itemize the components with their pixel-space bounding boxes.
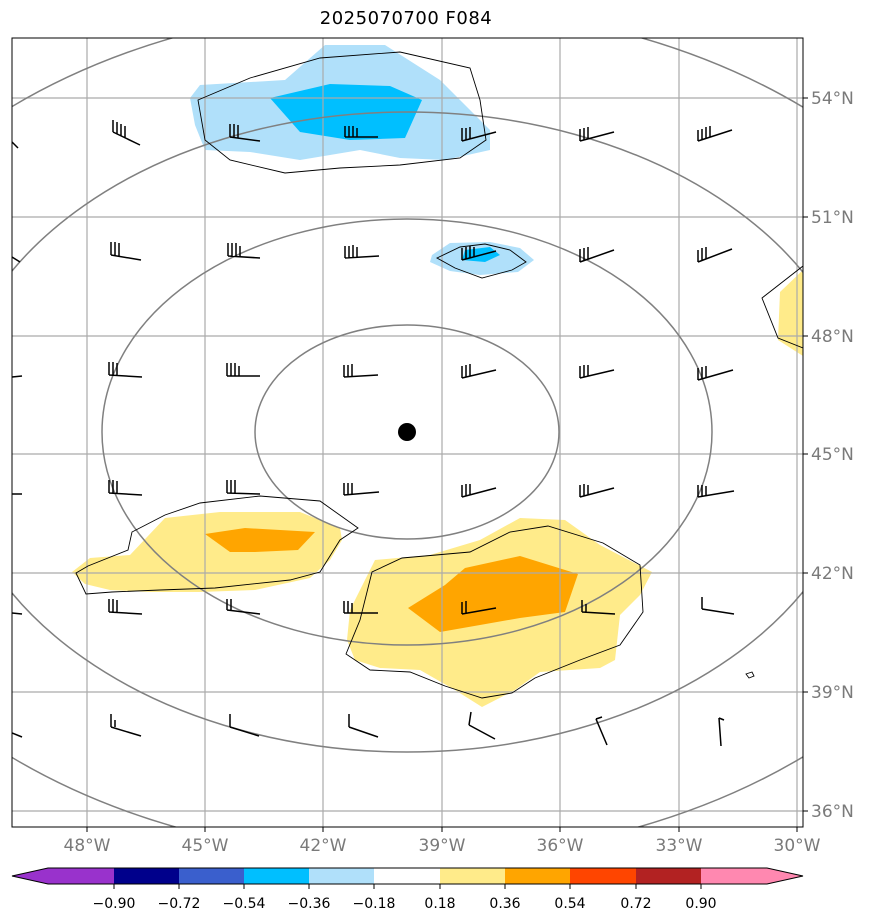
colorbar-extend-low [12,868,48,884]
colorbar-tick-label: 0.90 [685,896,716,912]
wind-barb [343,601,378,614]
wind-barb [12,141,19,149]
wind-barb [227,243,261,259]
colorbar-tick-label: −0.72 [158,896,201,912]
colorbar-segment [701,868,767,884]
wind-barb [12,612,23,615]
lon-label: 42°W [300,836,347,856]
colorbar-segment [636,868,701,884]
contour-outlines [75,51,803,699]
wind-barb [461,601,497,615]
wind-barb [595,716,608,746]
lat-label: 48°N [811,327,854,347]
colorbar-tick-label: 0.72 [620,896,651,912]
wind-barb [348,714,379,738]
wind-barb [697,485,735,498]
wind-barb [718,717,725,747]
colorbar-tick-label: −0.54 [223,896,266,912]
wind-barb [697,247,733,263]
colorbar-tick-label: 0.54 [554,896,585,912]
wind-barb [229,714,260,737]
wind-barb [461,127,497,142]
colorbar-segment [440,868,505,884]
wind-barb [110,242,142,261]
positive-anomaly-south [347,518,652,707]
wind-barb [579,127,615,142]
wind-barb [461,484,497,498]
lat-label: 54°N [811,89,854,109]
lon-label: 45°W [182,836,229,856]
storm-center-dot [398,423,416,441]
colorbar-extend-high [767,868,803,884]
colorbar-segment [244,868,309,884]
wind-barb [112,120,141,146]
colorbar-segment [505,868,570,884]
lon-label: 30°W [774,836,821,856]
wind-barb [461,246,497,261]
wind-barb [344,126,378,138]
wind-barb [226,363,260,377]
colorbar-outline [11,867,804,885]
colorbar-tick-label: −0.90 [93,896,136,912]
lon-label: 36°W [537,836,584,856]
wind-barb [468,711,496,740]
wind-barb [229,124,261,142]
negative-anomaly-center [430,242,534,275]
colorbar-tick-label: −0.18 [353,896,396,912]
wind-barb [579,247,615,263]
wind-barb [343,364,379,378]
wind-barb [226,480,261,495]
lon-label: 33°W [656,836,703,856]
axis-ticks [86,97,808,832]
lon-label: 48°W [64,836,111,856]
wind-barb [226,599,261,615]
wind-barb [108,599,143,615]
wind-barb [701,597,735,615]
lat-label: 51°N [811,208,854,228]
wind-barb [581,600,616,615]
map-area [12,38,803,827]
wind-barb [579,484,615,498]
wind-barb [108,362,143,378]
wind-barbs [12,120,735,747]
wind-barb [12,732,23,738]
wind-barb [12,256,21,263]
lat-label: 36°N [811,802,854,822]
lat-label: 39°N [811,683,854,703]
colorbar-segment [114,868,179,884]
colorbar-segment [374,868,440,884]
colorbar-tick-label: 0.18 [424,896,455,912]
range-rings [12,38,803,827]
map-title: 2025070700 F084 [319,8,493,29]
colorbar-segment [179,868,244,884]
wind-barb [343,483,380,496]
lat-label: 42°N [811,564,854,584]
wind-barb [697,126,733,142]
colorbar-segment [309,868,374,884]
colorbar-tick-label: −0.36 [288,896,331,912]
positive-anomaly-west [72,512,342,592]
colorbar-tick-label: 0.36 [489,896,520,912]
colorbar-segment [570,868,636,884]
wind-barb [110,714,142,737]
wind-barb [579,365,615,379]
wind-barb [344,245,380,259]
graticule [12,38,803,827]
colorbar: −0.90 −0.72 −0.54 −0.36 −0.18 0.18 0.36 … [11,867,804,912]
lat-label: 45°N [811,445,854,465]
colorbar-segment [48,868,114,884]
wind-barb [697,366,734,381]
wind-barb [108,480,143,496]
lon-label: 39°W [419,836,466,856]
wind-barb [461,364,497,379]
map-frame [11,37,804,828]
wind-barb [12,375,23,378]
